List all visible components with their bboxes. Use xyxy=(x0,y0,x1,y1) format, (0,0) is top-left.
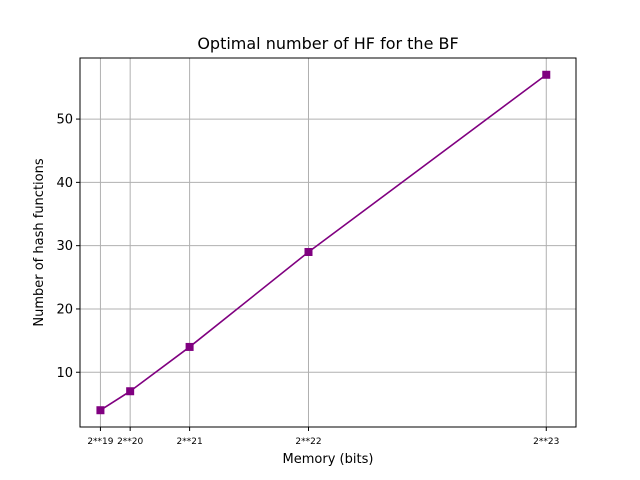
y-axis-label: Number of hash functions xyxy=(32,158,47,326)
chart-title: Optimal number of HF for the BF xyxy=(197,34,458,53)
data-point xyxy=(96,406,105,415)
y-tick-label: 10 xyxy=(56,366,73,381)
x-axis-label: Memory (bits) xyxy=(283,452,374,467)
data-point xyxy=(542,70,551,79)
y-tick-label: 40 xyxy=(56,176,73,191)
grid xyxy=(80,58,576,427)
x-tick-label: 2**20 xyxy=(117,437,143,447)
y-tick-label: 30 xyxy=(56,239,73,254)
y-tick-label: 50 xyxy=(56,113,73,128)
plot-frame xyxy=(79,57,577,428)
data-point xyxy=(126,387,135,396)
x-tick-label: 2**21 xyxy=(177,437,203,447)
x-tick-label: 2**22 xyxy=(295,437,321,447)
x-tick-label: 2**23 xyxy=(533,437,559,447)
x-tick-label: 2**19 xyxy=(87,437,113,447)
y-tick-label: 20 xyxy=(56,302,73,317)
data-point xyxy=(304,247,313,256)
data-point xyxy=(185,342,194,351)
ticks: 10 20 30 40 50 2**19 2**20 2**21 2**22 2**23 xyxy=(56,113,559,447)
series xyxy=(96,70,551,415)
